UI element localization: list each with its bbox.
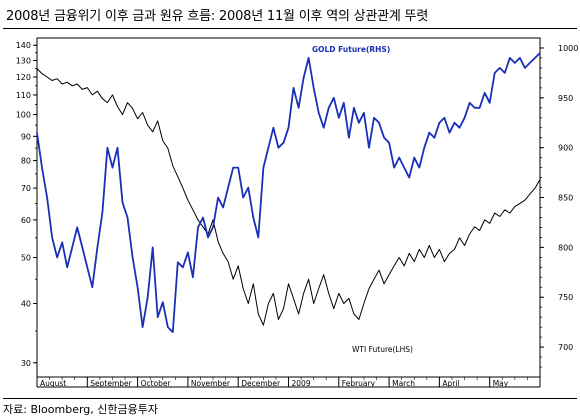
- x-tick-label: November: [191, 379, 231, 388]
- gold-series-label: GOLD Future(RHS): [312, 45, 390, 54]
- annotation-layer: GOLD Future(RHS) WTI Future(LHS): [312, 45, 413, 354]
- x-tick-label: October: [141, 379, 172, 388]
- left-tick-label: 100: [16, 111, 31, 120]
- left-tick-label: 140: [16, 41, 31, 50]
- right-tick-label: 1000: [558, 44, 578, 53]
- right-tick-label: 950: [558, 94, 573, 103]
- left-tick-label: 30: [21, 359, 31, 368]
- right-tick-label: 850: [558, 194, 573, 203]
- left-tick-label: 110: [16, 91, 31, 100]
- gold-series-line: [36, 52, 541, 334]
- bottom-rule: [3, 398, 577, 399]
- page-title: 2008년 금융위기 이후 금과 원유 흐름: 2008년 11월 이후 역의 …: [6, 9, 429, 24]
- plot-frame: [36, 37, 541, 378]
- x-tick-label: April: [442, 379, 459, 388]
- right-tick-label: 750: [558, 293, 573, 302]
- chart: 30 40 50 60 70 80 90 100 110 120 130 140 700 750 800 8…: [16, 37, 578, 388]
- right-axis: 700 750 800 850 900 950 1000: [540, 44, 578, 368]
- left-tick-label: 70: [21, 184, 31, 193]
- wti-series-label: WTI Future(LHS): [352, 345, 413, 354]
- left-tick-label: 130: [16, 57, 31, 66]
- top-rule: [3, 28, 577, 29]
- x-tick-label: March: [392, 379, 415, 388]
- left-tick-label: 60: [21, 216, 31, 225]
- source-note: 자료: Bloomberg, 신한금융투자: [3, 403, 158, 416]
- series-layer: [36, 52, 541, 334]
- left-tick-label: 40: [21, 299, 31, 308]
- left-tick-label: 80: [21, 157, 31, 166]
- x-tick-label: August: [40, 379, 66, 388]
- x-tick-label: May: [493, 379, 509, 388]
- right-tick-label: 700: [558, 343, 573, 352]
- x-tick-label: February: [342, 379, 376, 388]
- left-tick-label: 90: [21, 132, 31, 141]
- x-tick-label: December: [241, 379, 281, 388]
- x-axis: August September October November December 20…: [36, 377, 541, 388]
- x-tick-label: 2009: [292, 379, 311, 388]
- left-tick-label: 120: [16, 73, 31, 82]
- left-tick-label: 50: [21, 253, 31, 262]
- wti-series-line: [36, 68, 541, 326]
- right-tick-label: 900: [558, 144, 573, 153]
- right-tick-label: 800: [558, 243, 573, 252]
- left-axis: 30 40 50 60 70 80 90 100 110 120 130 140: [16, 41, 37, 368]
- x-tick-label: September: [90, 379, 132, 388]
